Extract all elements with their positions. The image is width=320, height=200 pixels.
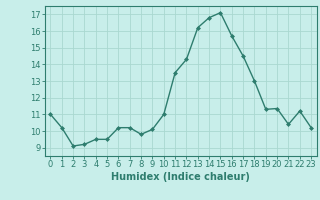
- X-axis label: Humidex (Indice chaleur): Humidex (Indice chaleur): [111, 172, 250, 182]
